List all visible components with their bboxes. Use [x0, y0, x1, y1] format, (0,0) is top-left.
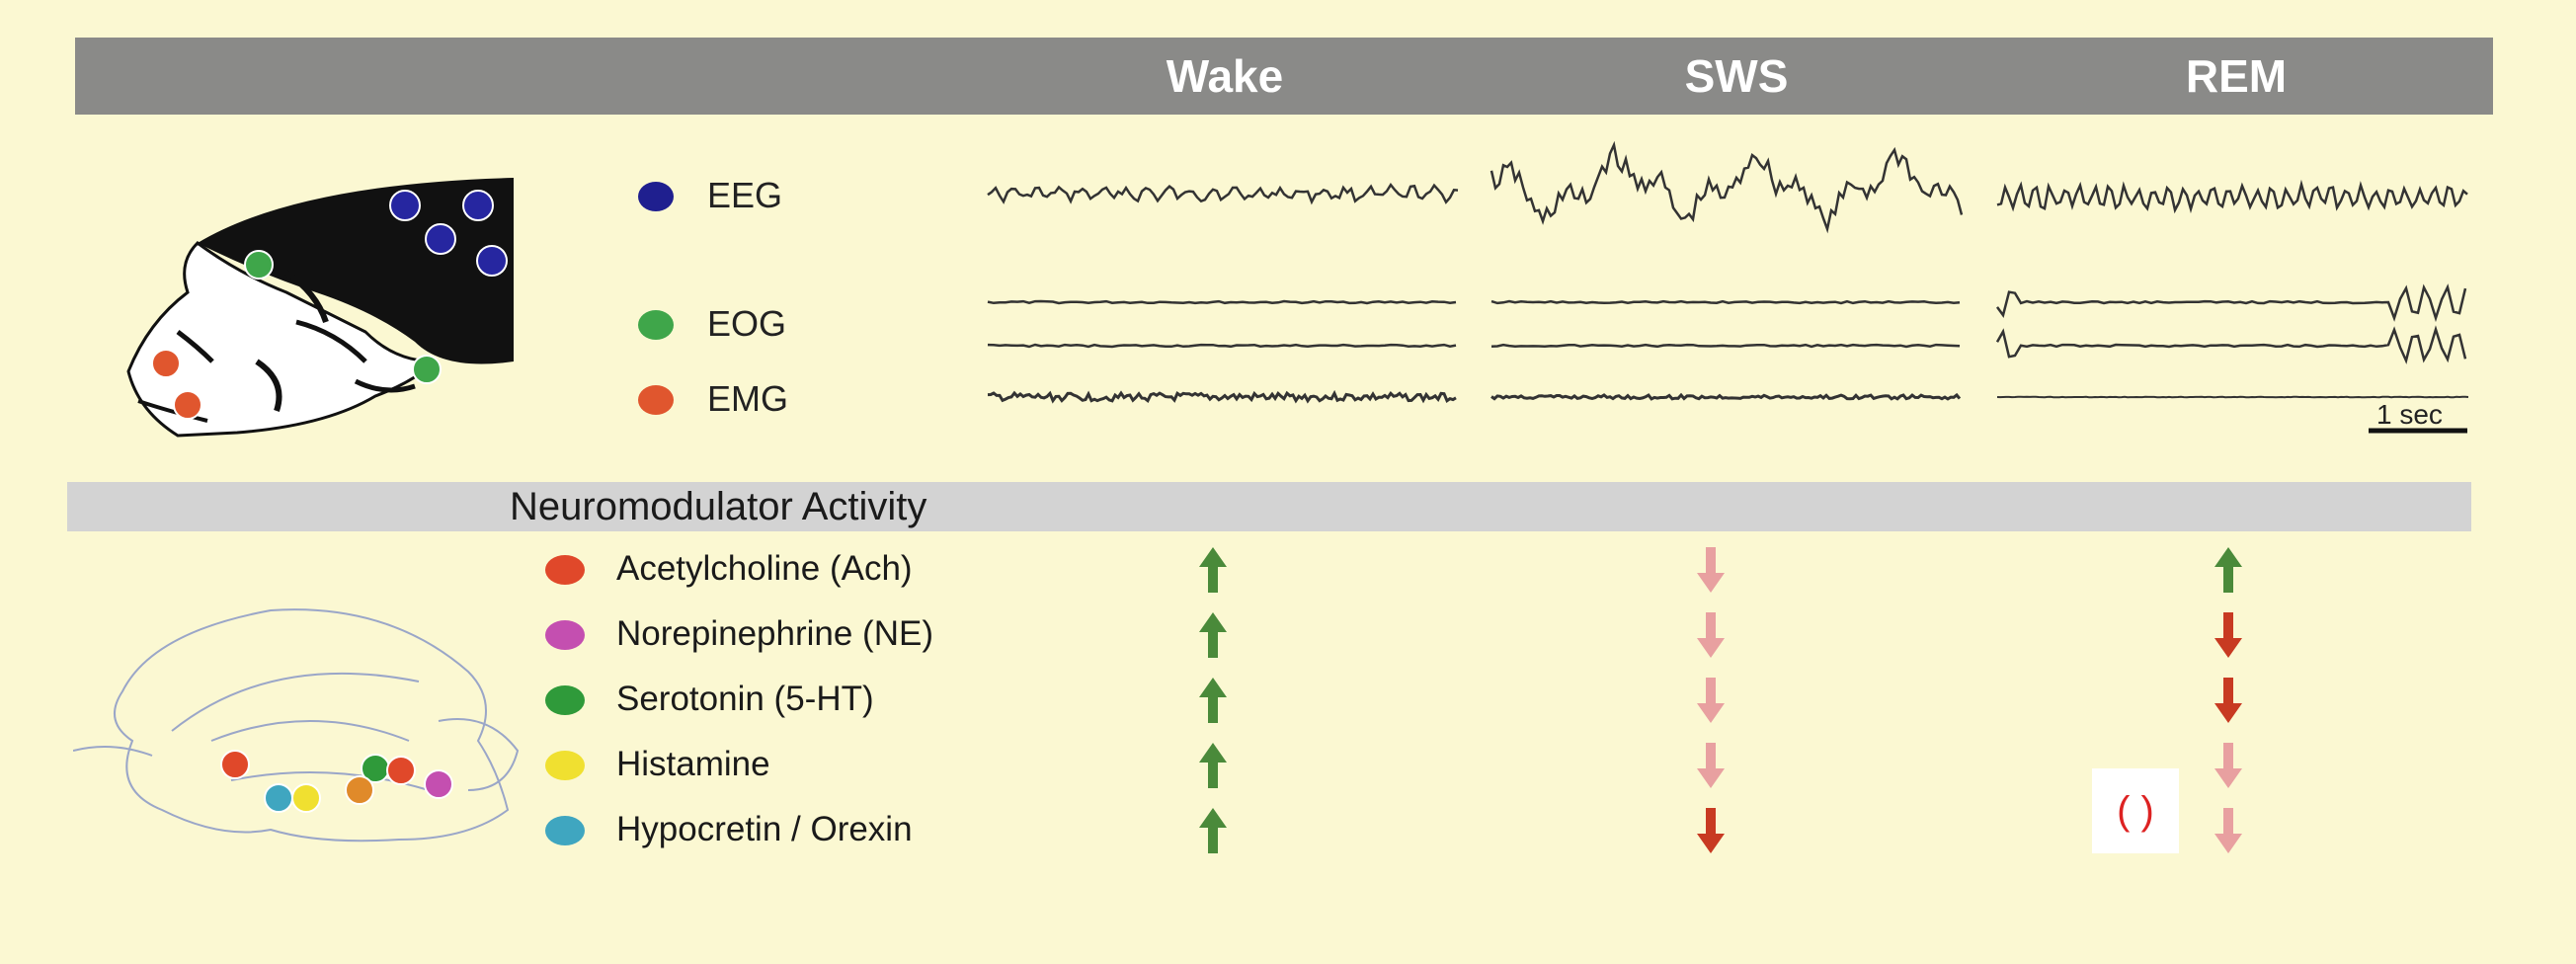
- arrow-down-icon: [1697, 547, 1725, 593]
- eog-trace: [1490, 343, 1961, 349]
- neuromodulator-dot: [545, 816, 585, 845]
- eog-electrode: [244, 250, 274, 280]
- arrow-down-icon: [2214, 678, 2242, 723]
- neuromodulator-dot: [545, 620, 585, 650]
- arrow-up-icon: [1199, 743, 1227, 788]
- neuromodulator-title: Neuromodulator Activity: [510, 485, 927, 528]
- state-label-wake: Wake: [1166, 50, 1284, 102]
- eog-trace: [1490, 299, 1961, 305]
- state-label-sws: SWS: [1684, 50, 1789, 102]
- eog-label: EOG: [707, 303, 787, 344]
- emg-label: EMG: [707, 378, 789, 419]
- emg-electrode: [173, 390, 202, 420]
- neuromodulator-dot: [545, 685, 585, 715]
- eog-trace: [987, 343, 1457, 349]
- eeg-label: EEG: [707, 175, 783, 215]
- arrow-up-icon: [2214, 547, 2242, 593]
- brain-nucleus-5ht: [386, 756, 416, 785]
- neuromodulator-dot: [545, 751, 585, 780]
- eeg-trace: [1489, 140, 1964, 234]
- eeg-electrode: [389, 190, 421, 221]
- emg-dot: [638, 385, 674, 415]
- eeg-electrode: [462, 190, 494, 221]
- annotation-parentheses: ( ): [2092, 768, 2179, 853]
- arrow-up-icon: [1199, 612, 1227, 658]
- brain-nucleus-orx: [264, 783, 293, 813]
- emg-trace: [1490, 392, 1962, 401]
- eog-dot: [638, 310, 674, 340]
- neuromodulator-bar: [67, 482, 2471, 531]
- neuromodulator-label: Histamine: [616, 745, 770, 783]
- brain-nucleus-ne: [424, 769, 453, 799]
- eeg-trace: [1996, 179, 2468, 214]
- eeg-electrode: [476, 245, 508, 277]
- eog-electrode: [412, 355, 442, 384]
- arrow-down-icon: [1697, 678, 1725, 723]
- neuromodulator-label: Norepinephrine (NE): [616, 614, 933, 653]
- eog-trace: [1995, 325, 2467, 364]
- arrow-down-icon: [2214, 612, 2242, 658]
- arrow-up-icon: [1199, 808, 1227, 853]
- emg-electrode: [151, 349, 181, 378]
- neuromodulator-dot: [545, 555, 585, 585]
- arrow-down-icon: [1697, 612, 1725, 658]
- arrow-down-icon: [1697, 808, 1725, 853]
- arrow-up-icon: [1199, 678, 1227, 723]
- arrow-down-icon: [1697, 743, 1725, 788]
- arrow-down-icon: [2214, 743, 2242, 788]
- eeg-trace: [987, 182, 1459, 205]
- sleeping-face-illustration: [126, 178, 514, 438]
- arrow-down-icon: [2214, 808, 2242, 853]
- brain-nucleus-extra: [345, 775, 374, 805]
- header-bar: [75, 38, 2493, 115]
- arrow-up-icon: [1199, 547, 1227, 593]
- brain-nucleus-his: [291, 783, 321, 813]
- eeg-electrode: [425, 223, 456, 255]
- eeg-dot: [638, 182, 674, 211]
- state-label-rem: REM: [2185, 50, 2288, 102]
- scale-bar-label: 1 sec: [2376, 399, 2443, 430]
- neuromodulator-label: Acetylcholine (Ach): [616, 549, 913, 588]
- neuromodulator-label: Serotonin (5-HT): [616, 680, 874, 718]
- brain-nucleus-ach: [220, 750, 250, 779]
- emg-trace: [987, 389, 1457, 404]
- eog-trace: [1995, 283, 2467, 323]
- eog-trace: [987, 299, 1457, 305]
- brain-diagram-illustration: [73, 608, 520, 843]
- neuromodulator-label: Hypocretin / Orexin: [616, 810, 913, 848]
